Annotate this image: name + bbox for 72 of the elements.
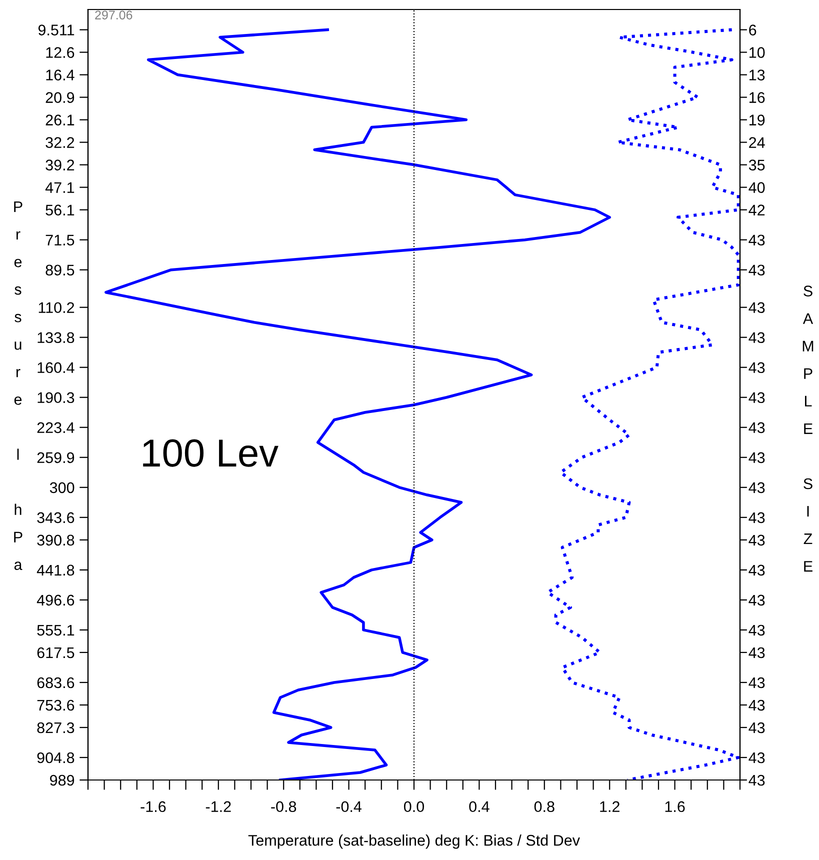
x-tick-label: 0.8 <box>534 801 554 812</box>
y2-tick-label: 6 <box>749 24 756 36</box>
y2-tick-label: 43 <box>748 452 765 464</box>
text: SAMPLE SIZE <box>802 286 814 572</box>
y-tick-label: 390.8 <box>37 534 74 546</box>
y2-tick-label: 43 <box>748 774 765 786</box>
y-tick-label: 343.6 <box>37 512 74 524</box>
y-tick-label: 26.1 <box>46 114 74 126</box>
y2-tick-label: 43 <box>748 362 765 374</box>
y-tick-label: 20.9 <box>46 92 74 103</box>
text: Pressure l hPa <box>14 202 22 570</box>
y2-tick-label: 42 <box>748 204 765 216</box>
y-tick-label: 300 <box>50 482 74 494</box>
y2-tick-label: 43 <box>748 392 765 404</box>
y2-tick-label: 43 <box>748 234 765 246</box>
y2-tick-label: 43 <box>748 647 765 658</box>
annotation: 100 Lev <box>143 439 278 467</box>
y-tick-label: 56.1 <box>46 204 74 216</box>
y2-tick-label: 43 <box>748 534 765 546</box>
x-tick-label: 0.4 <box>469 801 490 812</box>
y2-tick-label: 43 <box>748 482 765 494</box>
y-tick-label: 89.5 <box>46 264 74 276</box>
y-tick-label: 989 <box>50 774 74 786</box>
y-tick-label: 9.511 <box>38 24 74 36</box>
y-tick-label: 496.6 <box>36 594 74 606</box>
y2-tick-label: 43 <box>748 302 765 314</box>
y2-tick-label: 43 <box>748 700 765 711</box>
y-tick-label: 110.2 <box>38 302 74 314</box>
y2-tick-label: 43 <box>748 512 765 524</box>
y-tick-label: 71.5 <box>46 234 74 246</box>
y2-tick-label: 24 <box>749 137 765 148</box>
y-tick-label: 190.3 <box>38 392 74 404</box>
x-tick-label: -1.6 <box>140 801 166 812</box>
y-tick-label: 160.4 <box>38 362 74 374</box>
y-tick-label: 223.4 <box>37 422 74 434</box>
y-tick-label: 16.4 <box>46 70 74 80</box>
y-tick-label: 12.6 <box>46 47 74 58</box>
y2-tick-label: 43 <box>748 752 765 764</box>
y2-tick-label: 43 <box>748 332 765 344</box>
y2-tick-label: 16 <box>750 92 765 103</box>
y2-tick-label: 43 <box>748 264 765 276</box>
y-tick-label: 39.2 <box>46 160 74 170</box>
y2-tick-label: 43 <box>748 722 765 734</box>
y-tick-label: 683.6 <box>37 677 74 688</box>
y2-tick-label: 43 <box>748 422 765 434</box>
y-tick-label: 133.8 <box>38 332 74 344</box>
y-tick-label: 47.1 <box>45 182 74 193</box>
x-tick-label: -0.4 <box>336 801 362 812</box>
y2-tick-label: 35 <box>748 160 765 170</box>
x-tick-label: -0.8 <box>271 801 296 812</box>
x-axis-title: Temperature (sat-baseline) deg K: Bias / Std Dev <box>248 834 580 849</box>
x-tick-label: 1.6 <box>665 801 685 812</box>
y2-tick-label: 43 <box>748 624 765 636</box>
y-tick-label: 617.5 <box>37 647 74 658</box>
y-tick-label: 259.9 <box>37 452 74 464</box>
y2-tick-label: 40 <box>748 182 765 193</box>
y2-tick-label: 43 <box>748 594 765 606</box>
y-tick-label: 555.1 <box>37 624 74 636</box>
y2-tick-label: 43 <box>748 677 765 688</box>
y2-tick-label: 19 <box>750 114 765 126</box>
y-tick-label: 753.6 <box>37 700 74 711</box>
y2-tick-label: 13 <box>750 70 765 80</box>
x-tick-label: 1.2 <box>600 801 620 812</box>
y2-tick-label: 43 <box>748 564 765 576</box>
y-tick-label: 32.2 <box>46 137 74 148</box>
x-tick-label: -1.2 <box>206 801 231 812</box>
y-tick-label: 904.8 <box>37 752 74 764</box>
y-tick-label: 827.3 <box>37 722 74 734</box>
text: 297.06 <box>95 10 132 20</box>
y-tick-label: 441.8 <box>36 564 74 576</box>
y2-tick-label: 10 <box>750 47 765 58</box>
x-tick-label: 0.0 <box>404 801 424 812</box>
